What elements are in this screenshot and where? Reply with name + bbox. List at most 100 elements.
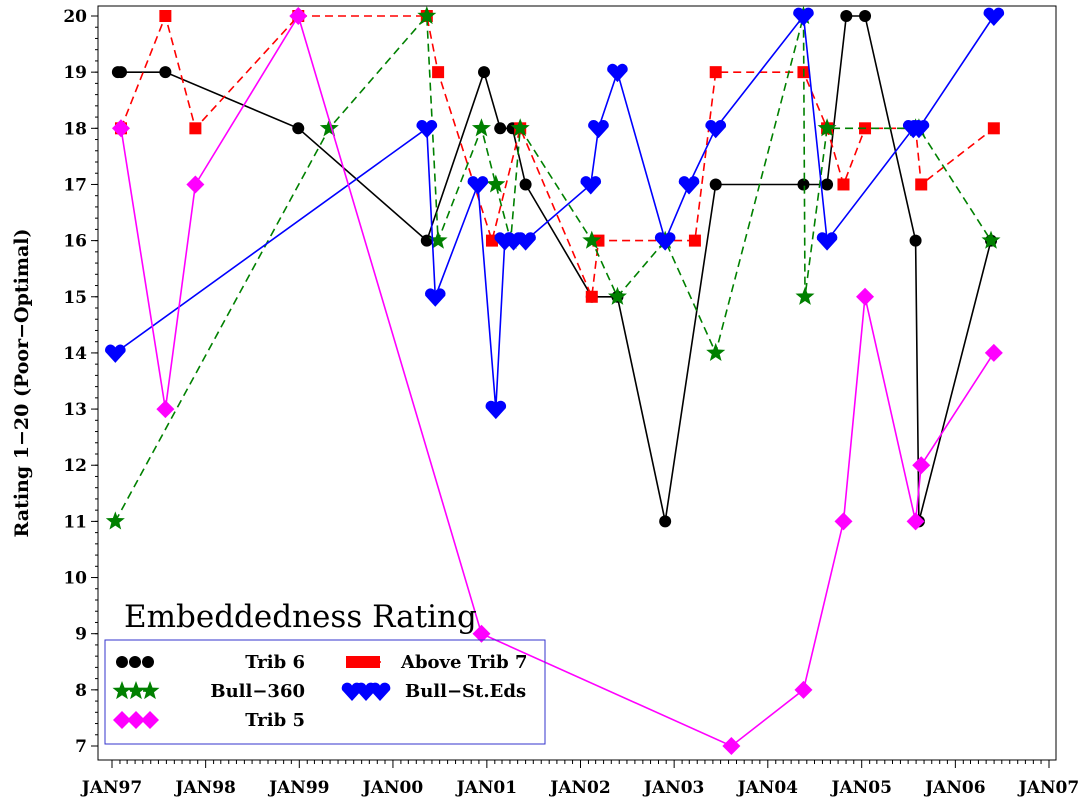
data-point: [709, 178, 722, 191]
data-point: [319, 118, 339, 137]
legend-label: Bull−St.Eds: [405, 681, 526, 702]
legend-entry: Trib 6: [116, 652, 305, 673]
legend-marker: [112, 681, 132, 700]
data-point: [908, 119, 930, 139]
data-point: [420, 234, 433, 247]
legend-marker: [116, 656, 128, 668]
data-point: [519, 178, 532, 191]
y-tick-label: 10: [63, 569, 87, 589]
x-tick-label: JAN07: [1017, 778, 1079, 798]
data-point: [105, 511, 125, 530]
data-point: [159, 10, 172, 22]
legend-marker: [357, 656, 369, 668]
data-point: [580, 176, 602, 195]
x-tick-label: JAN99: [267, 778, 329, 798]
data-point: [981, 230, 1001, 249]
legend-marker: [368, 656, 380, 668]
legend-entry: Trib 5: [113, 710, 305, 731]
data-point: [654, 232, 676, 251]
y-tick-label: 15: [63, 288, 87, 308]
y-tick-label: 19: [63, 63, 87, 83]
y-tick-label: 13: [63, 400, 87, 420]
legend-marker: [369, 682, 391, 701]
data-point: [659, 515, 672, 528]
x-tick-label: JAN02: [548, 778, 610, 798]
data-point: [607, 286, 627, 305]
legend: Embeddedness Rating Trib 6 Above Trib 7 Bu…: [104, 599, 546, 745]
legend-marker: [113, 711, 131, 729]
data-point: [111, 119, 130, 138]
data-point: [588, 119, 609, 139]
data-point: [906, 512, 925, 531]
data-point: [794, 680, 813, 699]
data-point: [159, 66, 172, 79]
data-point: [486, 174, 506, 193]
data-point: [795, 286, 815, 305]
legend-entry: Bull−St.Eds: [341, 681, 526, 702]
x-tick-label: JAN04: [736, 778, 799, 798]
legend-title: Embeddedness Rating: [124, 599, 477, 635]
x-tick-label: JAN03: [642, 778, 704, 798]
data-point: [428, 230, 448, 249]
data-point: [424, 288, 446, 307]
x-tick-label: JAN01: [455, 778, 517, 798]
y-tick-label: 16: [63, 232, 87, 252]
y-tick-label: 8: [75, 681, 87, 701]
y-tick-label: 17: [63, 175, 87, 195]
x-tick-label: JAN05: [829, 778, 891, 798]
data-point: [983, 7, 1005, 26]
data-point: [856, 287, 875, 306]
series-layer: [105, 6, 1005, 755]
data-point: [186, 175, 205, 194]
legend-label: Bull−360: [210, 681, 305, 702]
data-point: [709, 66, 722, 79]
y-axis-title: Rating 1−20 (Poor−Optimal): [11, 229, 33, 538]
x-tick-label: JAN06: [923, 778, 985, 798]
series-line: [117, 15, 992, 522]
data-point: [417, 6, 437, 25]
data-point: [987, 122, 1000, 135]
series-line: [114, 13, 995, 410]
data-point: [706, 342, 726, 362]
series-line: [120, 14, 995, 747]
legend-marker: [142, 656, 154, 668]
data-point: [705, 119, 727, 139]
legend-label: Above Trib 7: [400, 652, 528, 673]
data-point: [292, 122, 305, 135]
series-line: [114, 13, 992, 522]
legend-marker: [126, 681, 146, 700]
x-tick-label: JAN98: [173, 778, 235, 798]
data-point: [289, 7, 308, 25]
data-point: [688, 234, 701, 247]
series-above-trib-7: [114, 10, 1000, 303]
data-point: [859, 10, 872, 22]
data-point: [105, 344, 126, 363]
legend-marker: [129, 656, 141, 668]
y-tick-label: 18: [63, 119, 87, 139]
legend-entry: Bull−360: [112, 681, 305, 702]
data-point: [793, 7, 814, 27]
data-point: [912, 456, 931, 475]
y-tick-label: 14: [63, 344, 87, 364]
data-point: [478, 66, 491, 79]
data-point: [821, 178, 834, 191]
series-bull-st-eds: [105, 7, 1005, 420]
y-tick-label: 9: [75, 625, 87, 645]
data-point: [416, 119, 438, 139]
data-point: [582, 230, 602, 249]
data-point: [837, 178, 850, 191]
data-point: [156, 400, 175, 419]
y-tick-label: 11: [63, 512, 87, 532]
data-point: [722, 737, 741, 755]
data-point: [471, 118, 491, 137]
data-point: [915, 178, 928, 191]
series-trib-6: [111, 10, 998, 528]
data-point: [494, 122, 507, 135]
legend-marker: [346, 656, 358, 668]
x-tick-label: JAN00: [361, 778, 424, 798]
legend-box: [104, 639, 546, 745]
series-bull-360: [105, 6, 1001, 530]
legend-marker: [127, 711, 145, 729]
y-tick-label: 7: [75, 737, 87, 757]
